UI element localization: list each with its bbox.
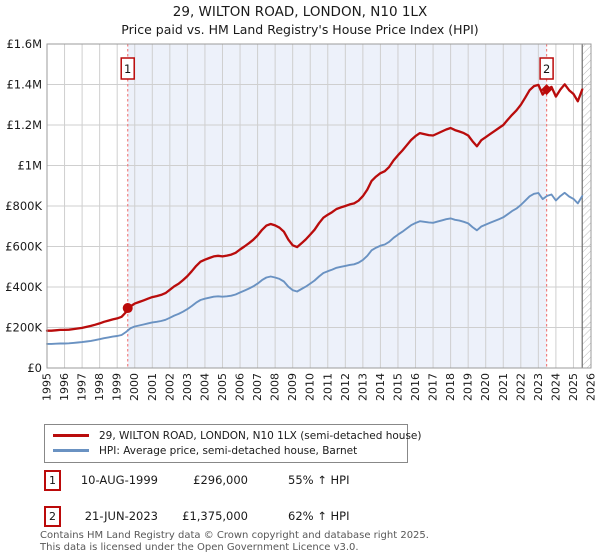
- svg-text:2000: 2000: [128, 373, 141, 401]
- svg-text:2006: 2006: [234, 373, 247, 401]
- sale-1-price: £296,000: [193, 473, 248, 487]
- svg-text:2025: 2025: [567, 373, 580, 401]
- sale-2-vs-hpi: 62% ↑ HPI: [288, 509, 350, 523]
- property-line-swatch: [53, 434, 89, 437]
- svg-text:1999: 1999: [111, 373, 124, 401]
- no-data-hatch-region: [582, 44, 591, 368]
- svg-text:£800K: £800K: [5, 199, 42, 213]
- svg-text:2015: 2015: [391, 373, 404, 401]
- legend-label-property: 29, WILTON ROAD, LONDON, N10 1LX (semi-d…: [99, 429, 422, 442]
- svg-text:£1.6M: £1.6M: [6, 37, 42, 51]
- svg-text:1998: 1998: [93, 373, 106, 401]
- svg-text:2022: 2022: [514, 373, 527, 401]
- sale-table-row: 1 10-AUG-1999 £296,000 55% ↑ HPI: [0, 470, 600, 492]
- page-subtitle: Price paid vs. HM Land Registry's House …: [121, 22, 479, 37]
- y-axis-tick-labels: £0 £200K £400K £600K £800K £1M £1.2M £1.4M £1.6M: [5, 37, 42, 375]
- sale-number-label: 1: [124, 62, 131, 76]
- svg-text:2012: 2012: [339, 373, 352, 401]
- sale-2-number-badge: 2: [44, 506, 61, 527]
- svg-text:£200K: £200K: [5, 321, 42, 335]
- svg-text:2014: 2014: [374, 373, 387, 401]
- svg-text:£1.2M: £1.2M: [6, 118, 42, 132]
- svg-text:2009: 2009: [286, 373, 299, 401]
- sale-number-box: [120, 57, 135, 80]
- plot-border: [46, 43, 592, 369]
- hpi-line-swatch: [53, 449, 89, 452]
- svg-text:2001: 2001: [146, 373, 159, 401]
- svg-text:2010: 2010: [304, 373, 317, 401]
- svg-text:2026: 2026: [585, 373, 598, 401]
- hpi-average-line: [46, 191, 584, 345]
- svg-text:£400K: £400K: [5, 280, 42, 294]
- license-footer: Contains HM Land Registry data © Crown c…: [40, 530, 429, 553]
- svg-text:1996: 1996: [58, 373, 71, 401]
- svg-text:2003: 2003: [181, 373, 194, 401]
- legend-entry-property: 29, WILTON ROAD, LONDON, N10 1LX (semi-d…: [53, 428, 422, 443]
- price-history-chart: 1 2 1995 1996 1997 1998 1999 2000 2001 2002 2003 20…: [5, 37, 598, 401]
- sale-1-date: 10-AUG-1999: [80, 473, 158, 487]
- svg-text:£600K: £600K: [5, 240, 42, 254]
- svg-text:2016: 2016: [409, 373, 422, 401]
- sale-1-point-marker: [122, 303, 133, 314]
- sale-2-price: £1,375,000: [182, 509, 248, 523]
- svg-text:2019: 2019: [462, 373, 475, 401]
- svg-text:£0: £0: [27, 361, 42, 375]
- svg-text:2024: 2024: [549, 373, 562, 401]
- sale-table-row: 2 21-JUN-2023 £1,375,000 62% ↑ HPI: [0, 506, 600, 528]
- property-price-line: [45, 83, 584, 332]
- svg-text:2008: 2008: [269, 373, 282, 401]
- svg-text:2005: 2005: [216, 373, 229, 401]
- svg-text:2023: 2023: [532, 373, 545, 401]
- svg-text:1995: 1995: [41, 373, 54, 401]
- sale-date-dashed-lines: [127, 44, 548, 368]
- svg-text:£1.4M: £1.4M: [6, 78, 42, 92]
- svg-text:2007: 2007: [251, 373, 264, 401]
- svg-text:2021: 2021: [497, 373, 510, 401]
- legend-label-hpi: HPI: Average price, semi-detached house,…: [99, 444, 358, 457]
- footer-line-1: Contains HM Land Registry data © Crown c…: [40, 530, 429, 541]
- sale-2-point-marker: [541, 84, 553, 96]
- svg-text:2013: 2013: [356, 373, 369, 401]
- svg-text:2020: 2020: [479, 373, 492, 401]
- svg-text:2002: 2002: [163, 373, 176, 401]
- svg-text:2011: 2011: [321, 373, 334, 401]
- svg-text:2018: 2018: [444, 373, 457, 401]
- chart-legend: 29, WILTON ROAD, LONDON, N10 1LX (semi-d…: [44, 424, 422, 463]
- sale-1-vs-hpi: 55% ↑ HPI: [288, 473, 350, 487]
- x-axis-tick-labels: 1995 1996 1997 1998 1999 2000 2001 2002 2003 2004…: [41, 373, 598, 401]
- page-title: 29, WILTON ROAD, LONDON, N10 1LX: [172, 4, 428, 20]
- legend-entry-hpi: HPI: Average price, semi-detached house,…: [53, 443, 399, 458]
- svg-text:1997: 1997: [76, 373, 89, 401]
- footer-line-2: This data is licensed under the Open Gov…: [40, 541, 359, 553]
- sale-number-label: 2: [543, 62, 550, 76]
- svg-text:2017: 2017: [427, 373, 440, 401]
- svg-text:2004: 2004: [198, 373, 211, 401]
- sale-number-box: [539, 57, 554, 80]
- svg-text:£1M: £1M: [17, 159, 42, 173]
- sale-1-number-badge: 1: [44, 470, 61, 491]
- sale-2-date: 21-JUN-2023: [84, 509, 158, 523]
